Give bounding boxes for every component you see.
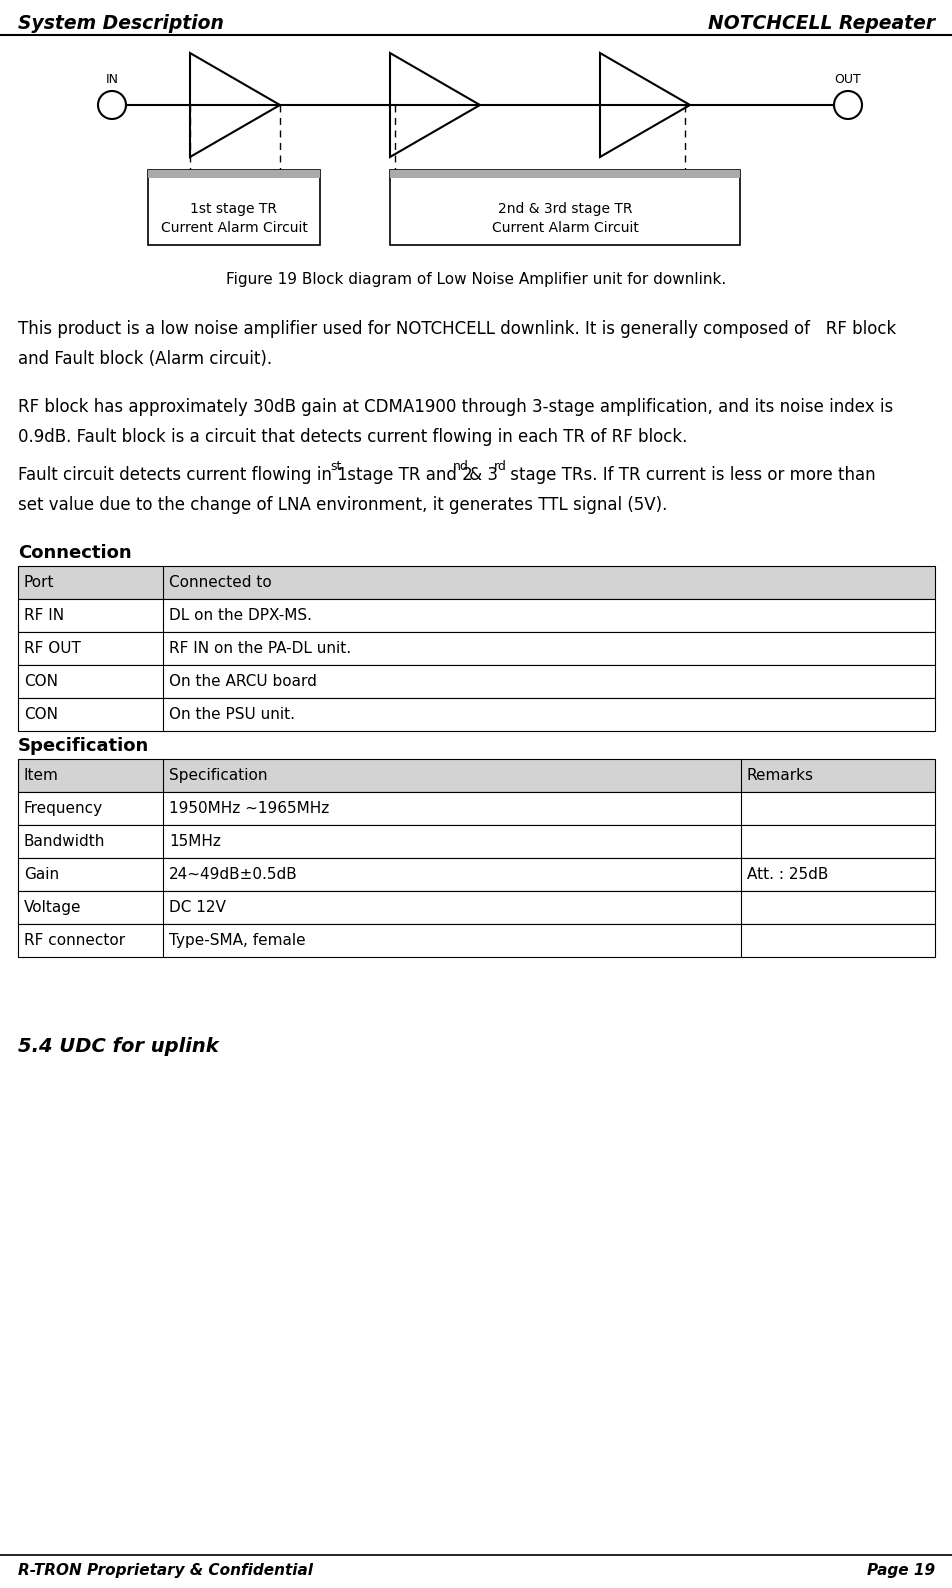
Text: CON: CON — [24, 673, 58, 689]
Text: Figure 19 Block diagram of Low Noise Amplifier unit for downlink.: Figure 19 Block diagram of Low Noise Amp… — [226, 272, 725, 287]
Text: Item: Item — [24, 769, 59, 783]
Bar — [18, 924, 934, 958]
Text: NOTCHCELL Repeater: NOTCHCELL Repeater — [707, 14, 934, 33]
Text: 15MHz: 15MHz — [169, 834, 221, 850]
Text: and Fault block (Alarm circuit).: and Fault block (Alarm circuit). — [18, 349, 272, 368]
Bar — [18, 699, 934, 730]
Text: nd: nd — [453, 461, 468, 473]
Text: Att. : 25dB: Att. : 25dB — [746, 867, 827, 881]
Text: R-TRON Proprietary & Confidential: R-TRON Proprietary & Confidential — [18, 1563, 312, 1578]
Text: DL on the DPX-MS.: DL on the DPX-MS. — [169, 608, 311, 622]
Bar — [18, 599, 934, 632]
Text: & 3: & 3 — [464, 465, 498, 484]
Text: Connection: Connection — [18, 545, 131, 562]
Text: OUT: OUT — [834, 73, 861, 86]
Text: RF OUT: RF OUT — [24, 642, 81, 656]
Text: Remarks: Remarks — [746, 769, 813, 783]
Text: Connected to: Connected to — [169, 575, 271, 591]
Bar — [389, 170, 739, 176]
Text: st: st — [330, 461, 342, 473]
Text: Fault circuit detects current flowing in 1: Fault circuit detects current flowing in… — [18, 465, 347, 484]
Text: CON: CON — [24, 707, 58, 723]
Text: System Description: System Description — [18, 14, 224, 33]
Text: On the PSU unit.: On the PSU unit. — [169, 707, 295, 723]
Bar — [18, 826, 934, 858]
Text: DC 12V: DC 12V — [169, 900, 226, 915]
Text: 5.4 UDC for uplink: 5.4 UDC for uplink — [18, 1037, 219, 1056]
Text: 24~49dB±0.5dB: 24~49dB±0.5dB — [169, 867, 297, 881]
Bar — [18, 565, 934, 599]
Text: Gain: Gain — [24, 867, 59, 881]
Text: On the ARCU board: On the ARCU board — [169, 673, 317, 689]
Text: RF block has approximately 30dB gain at CDMA1900 through 3-stage amplification, : RF block has approximately 30dB gain at … — [18, 399, 892, 416]
Bar — [18, 632, 934, 665]
Text: Current Alarm Circuit: Current Alarm Circuit — [160, 221, 307, 235]
Bar — [148, 170, 320, 178]
Bar — [18, 792, 934, 826]
Bar — [18, 665, 934, 699]
Text: Port: Port — [24, 575, 54, 591]
Bar — [148, 170, 320, 176]
Bar — [148, 170, 320, 245]
Bar — [389, 170, 739, 245]
Text: 1950MHz ~1965MHz: 1950MHz ~1965MHz — [169, 800, 328, 816]
Bar — [18, 759, 934, 792]
Text: Specification: Specification — [169, 769, 268, 783]
Text: 1st stage TR: 1st stage TR — [190, 202, 277, 216]
Text: Bandwidth: Bandwidth — [24, 834, 106, 850]
Text: RF connector: RF connector — [24, 934, 125, 948]
Text: Specification: Specification — [18, 737, 149, 754]
Text: Frequency: Frequency — [24, 800, 103, 816]
Text: 0.9dB. Fault block is a circuit that detects current flowing in each TR of RF bl: 0.9dB. Fault block is a circuit that det… — [18, 429, 686, 446]
Text: IN: IN — [106, 73, 118, 86]
Text: rd: rd — [494, 461, 506, 473]
Text: RF IN: RF IN — [24, 608, 64, 622]
Text: stage TR and 2: stage TR and 2 — [341, 465, 472, 484]
Text: Page 19: Page 19 — [866, 1563, 934, 1578]
Text: Current Alarm Circuit: Current Alarm Circuit — [491, 221, 638, 235]
Text: Voltage: Voltage — [24, 900, 82, 915]
Text: This product is a low noise amplifier used for NOTCHCELL downlink. It is general: This product is a low noise amplifier us… — [18, 321, 895, 338]
Text: RF IN on the PA-DL unit.: RF IN on the PA-DL unit. — [169, 642, 350, 656]
Text: Type-SMA, female: Type-SMA, female — [169, 934, 306, 948]
Text: 2nd & 3rd stage TR: 2nd & 3rd stage TR — [497, 202, 631, 216]
Text: set value due to the change of LNA environment, it generates TTL signal (5V).: set value due to the change of LNA envir… — [18, 495, 666, 515]
Text: stage TRs. If TR current is less or more than: stage TRs. If TR current is less or more… — [505, 465, 875, 484]
Bar — [389, 170, 739, 178]
Bar — [18, 858, 934, 891]
Bar — [18, 891, 934, 924]
